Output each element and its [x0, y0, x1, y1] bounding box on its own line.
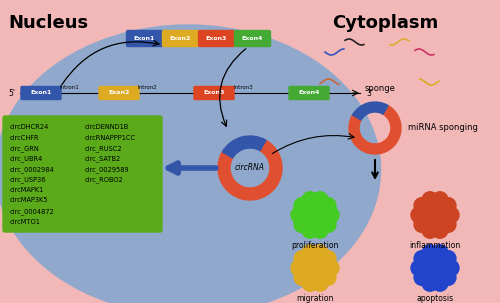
Circle shape [415, 248, 455, 288]
Text: Intron1: Intron1 [59, 85, 79, 90]
Text: Exon3: Exon3 [206, 36, 227, 41]
Text: Exon2: Exon2 [170, 36, 191, 41]
Circle shape [414, 269, 430, 285]
Text: 5': 5' [8, 88, 15, 98]
Circle shape [312, 245, 328, 261]
FancyBboxPatch shape [162, 31, 198, 46]
Text: circDENND1B: circDENND1B [85, 124, 129, 130]
Circle shape [320, 216, 336, 232]
Text: circ_RUSC2: circ_RUSC2 [85, 145, 122, 152]
Text: Exon1: Exon1 [134, 36, 155, 41]
Circle shape [291, 207, 307, 223]
Wedge shape [218, 140, 282, 200]
Text: sponge: sponge [364, 84, 396, 93]
Ellipse shape [0, 25, 380, 303]
Circle shape [422, 275, 438, 291]
Circle shape [295, 195, 335, 235]
Circle shape [320, 269, 336, 285]
Wedge shape [349, 105, 401, 154]
Circle shape [291, 260, 307, 276]
Circle shape [443, 207, 459, 223]
Circle shape [320, 198, 336, 214]
FancyBboxPatch shape [21, 86, 61, 99]
Circle shape [323, 207, 339, 223]
FancyBboxPatch shape [194, 86, 234, 99]
Circle shape [302, 222, 318, 238]
FancyBboxPatch shape [99, 86, 139, 99]
Circle shape [440, 269, 456, 285]
Text: circMTO1: circMTO1 [10, 218, 41, 225]
Circle shape [422, 222, 438, 238]
Circle shape [320, 251, 336, 267]
Text: circ_UBR4: circ_UBR4 [10, 155, 43, 162]
FancyBboxPatch shape [126, 31, 162, 46]
FancyBboxPatch shape [3, 116, 162, 232]
Circle shape [432, 222, 448, 238]
Text: Exon4: Exon4 [298, 91, 320, 95]
Circle shape [302, 192, 318, 208]
Text: circ_USP36: circ_USP36 [10, 177, 46, 183]
Text: proliferation: proliferation [292, 241, 339, 250]
Text: circ_ROBO2: circ_ROBO2 [85, 177, 124, 183]
Circle shape [295, 248, 335, 288]
Circle shape [294, 216, 310, 232]
Circle shape [422, 192, 438, 208]
Circle shape [294, 251, 310, 267]
Wedge shape [352, 102, 388, 120]
Text: circCHFR: circCHFR [10, 135, 40, 141]
FancyBboxPatch shape [289, 86, 329, 99]
Text: circ_0029589: circ_0029589 [85, 166, 130, 173]
Circle shape [294, 269, 310, 285]
Text: circMAPK1: circMAPK1 [10, 187, 44, 193]
Text: circRNAPPP1CC: circRNAPPP1CC [85, 135, 136, 141]
Text: Cytoplasm: Cytoplasm [332, 14, 438, 32]
Circle shape [312, 222, 328, 238]
Circle shape [411, 207, 427, 223]
Text: circRNA: circRNA [235, 164, 265, 172]
Circle shape [302, 245, 318, 261]
Circle shape [294, 198, 310, 214]
Circle shape [432, 192, 448, 208]
Text: miRNA sponging: miRNA sponging [408, 124, 478, 132]
Text: Exon3: Exon3 [204, 91, 225, 95]
Circle shape [323, 260, 339, 276]
Text: circ_SATB2: circ_SATB2 [85, 155, 121, 162]
Text: circ_0002984: circ_0002984 [10, 166, 55, 173]
Text: Exon4: Exon4 [242, 36, 263, 41]
Circle shape [443, 260, 459, 276]
Circle shape [432, 245, 448, 261]
Text: Intron2: Intron2 [137, 85, 157, 90]
Circle shape [440, 198, 456, 214]
Text: Exon1: Exon1 [30, 91, 52, 95]
Circle shape [302, 275, 318, 291]
Text: Nucleus: Nucleus [8, 14, 88, 32]
Circle shape [415, 195, 455, 235]
Text: apoptosis: apoptosis [416, 294, 454, 303]
Text: circDHCR24: circDHCR24 [10, 124, 50, 130]
Text: inflammation: inflammation [410, 241, 461, 250]
Circle shape [422, 245, 438, 261]
Circle shape [414, 251, 430, 267]
FancyBboxPatch shape [234, 31, 270, 46]
Circle shape [312, 275, 328, 291]
Circle shape [414, 198, 430, 214]
Text: 3': 3' [366, 88, 373, 98]
FancyBboxPatch shape [198, 31, 234, 46]
Circle shape [312, 192, 328, 208]
Text: Intron3: Intron3 [233, 85, 253, 90]
Text: Exon2: Exon2 [108, 91, 130, 95]
Text: migration: migration [296, 294, 334, 303]
Text: circMAP3K5: circMAP3K5 [10, 198, 48, 204]
Circle shape [440, 251, 456, 267]
Text: circ_GRN: circ_GRN [10, 145, 40, 152]
Circle shape [432, 275, 448, 291]
Circle shape [440, 216, 456, 232]
Circle shape [411, 260, 427, 276]
Text: circ_0004872: circ_0004872 [10, 208, 55, 215]
Circle shape [414, 216, 430, 232]
Wedge shape [222, 136, 266, 158]
